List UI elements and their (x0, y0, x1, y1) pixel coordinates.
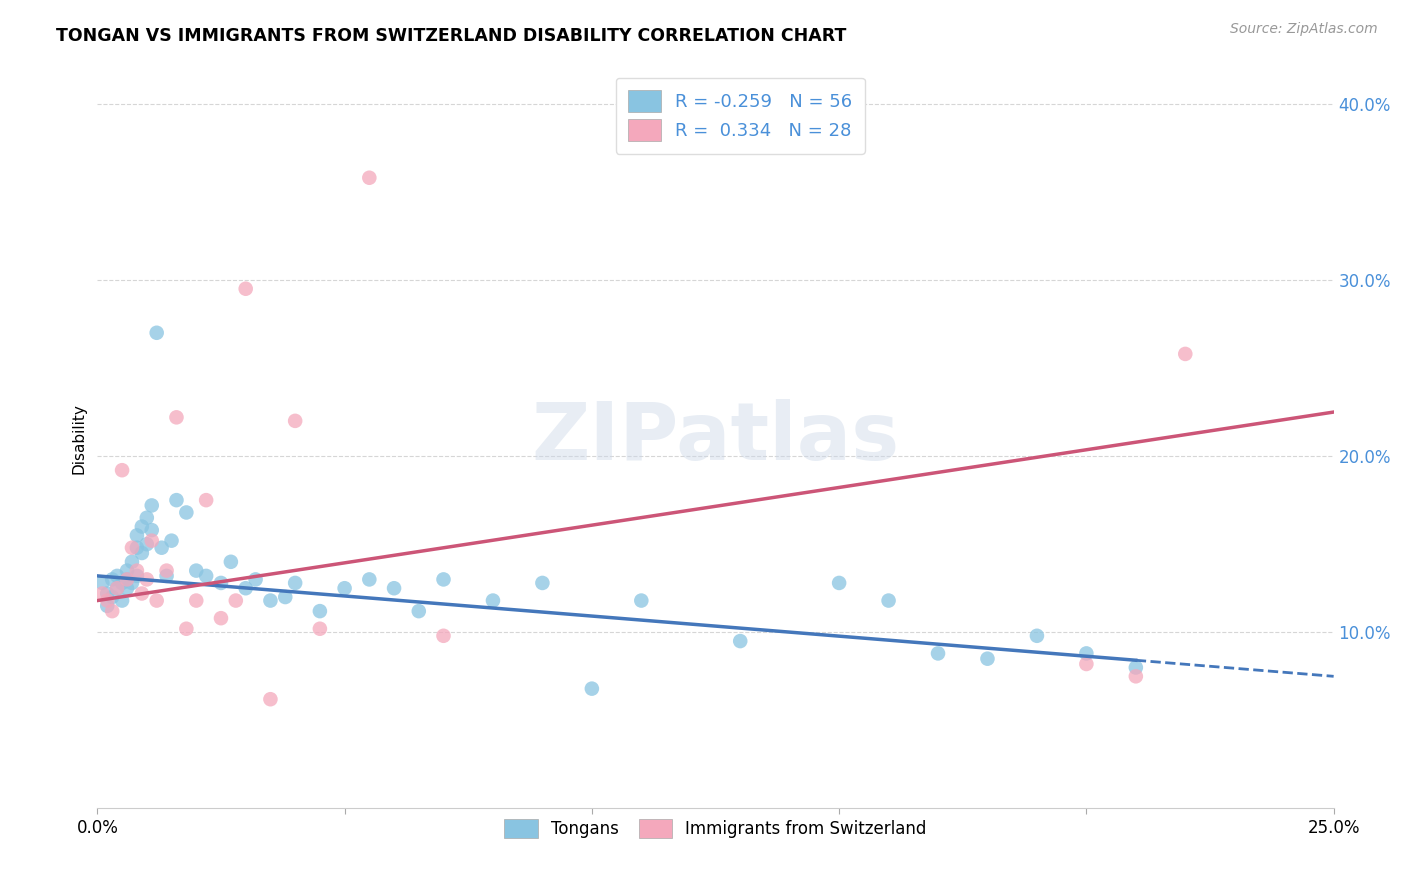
Point (115, 573, 138, 587)
Point (186, 564, 208, 578)
Point (141, 533, 163, 548)
Point (235, 581, 257, 595)
Text: TONGAN VS IMMIGRANTS FROM SWITZERLAND DISABILITY CORRELATION CHART: TONGAN VS IMMIGRANTS FROM SWITZERLAND DI… (56, 27, 846, 45)
Point (131, 546, 153, 560)
Point (150, 541, 173, 555)
Point (382, 581, 405, 595)
Point (155, 569, 177, 583)
Text: Source: ZipAtlas.com: Source: ZipAtlas.com (1230, 22, 1378, 37)
Point (432, 629, 454, 643)
Y-axis label: Disability: Disability (72, 403, 86, 474)
Point (195, 493, 218, 508)
Point (155, 564, 177, 578)
Point (96, 593, 118, 607)
Point (235, 282, 257, 296)
Point (976, 651, 998, 665)
Point (927, 647, 949, 661)
Point (131, 519, 153, 533)
Point (359, 170, 381, 185)
Legend: Tongans, Immigrants from Switzerland: Tongans, Immigrants from Switzerland (498, 812, 934, 845)
Point (141, 523, 163, 537)
Point (1125, 669, 1147, 683)
Point (245, 573, 267, 587)
Point (359, 573, 381, 587)
Point (101, 573, 124, 587)
Point (105, 581, 128, 595)
Point (105, 569, 128, 583)
Point (630, 593, 652, 607)
Point (284, 576, 307, 591)
Point (96, 599, 118, 613)
Point (101, 590, 124, 604)
Point (219, 555, 242, 569)
Point (160, 533, 183, 548)
Point (209, 576, 232, 591)
Point (432, 573, 454, 587)
Point (1026, 629, 1049, 643)
Point (135, 537, 157, 551)
Point (828, 576, 851, 591)
Point (728, 634, 751, 648)
Point (121, 555, 143, 569)
Point (111, 463, 134, 477)
Point (531, 576, 554, 591)
Point (121, 576, 143, 591)
Point (274, 590, 297, 604)
Point (225, 593, 247, 607)
Point (176, 506, 198, 520)
Point (309, 604, 332, 618)
Point (125, 528, 148, 542)
Point (115, 581, 138, 595)
Point (111, 576, 134, 591)
Point (209, 611, 232, 625)
Point (121, 541, 143, 555)
Point (96, 586, 118, 600)
Point (135, 510, 157, 524)
Point (195, 569, 218, 583)
Point (259, 692, 281, 706)
Point (105, 581, 128, 595)
Point (408, 604, 430, 618)
Point (877, 593, 900, 607)
Point (125, 564, 148, 578)
Text: ZIPatlas: ZIPatlas (531, 400, 900, 477)
Point (131, 586, 153, 600)
Point (111, 593, 134, 607)
Point (91, 586, 114, 600)
Point (1174, 347, 1197, 361)
Point (176, 622, 198, 636)
Point (309, 622, 332, 636)
Point (259, 593, 281, 607)
Point (145, 593, 167, 607)
Point (1125, 660, 1147, 674)
Point (1076, 657, 1098, 671)
Point (581, 681, 603, 696)
Point (186, 593, 208, 607)
Point (125, 541, 148, 555)
Point (135, 573, 157, 587)
Point (166, 410, 188, 425)
Point (1076, 647, 1098, 661)
Point (125, 569, 148, 583)
Point (91, 576, 114, 591)
Point (115, 564, 138, 578)
Point (166, 493, 188, 508)
Point (333, 581, 356, 595)
Point (482, 593, 505, 607)
Point (101, 604, 124, 618)
Point (145, 326, 167, 340)
Point (284, 414, 307, 428)
Point (115, 573, 138, 587)
Point (141, 499, 163, 513)
